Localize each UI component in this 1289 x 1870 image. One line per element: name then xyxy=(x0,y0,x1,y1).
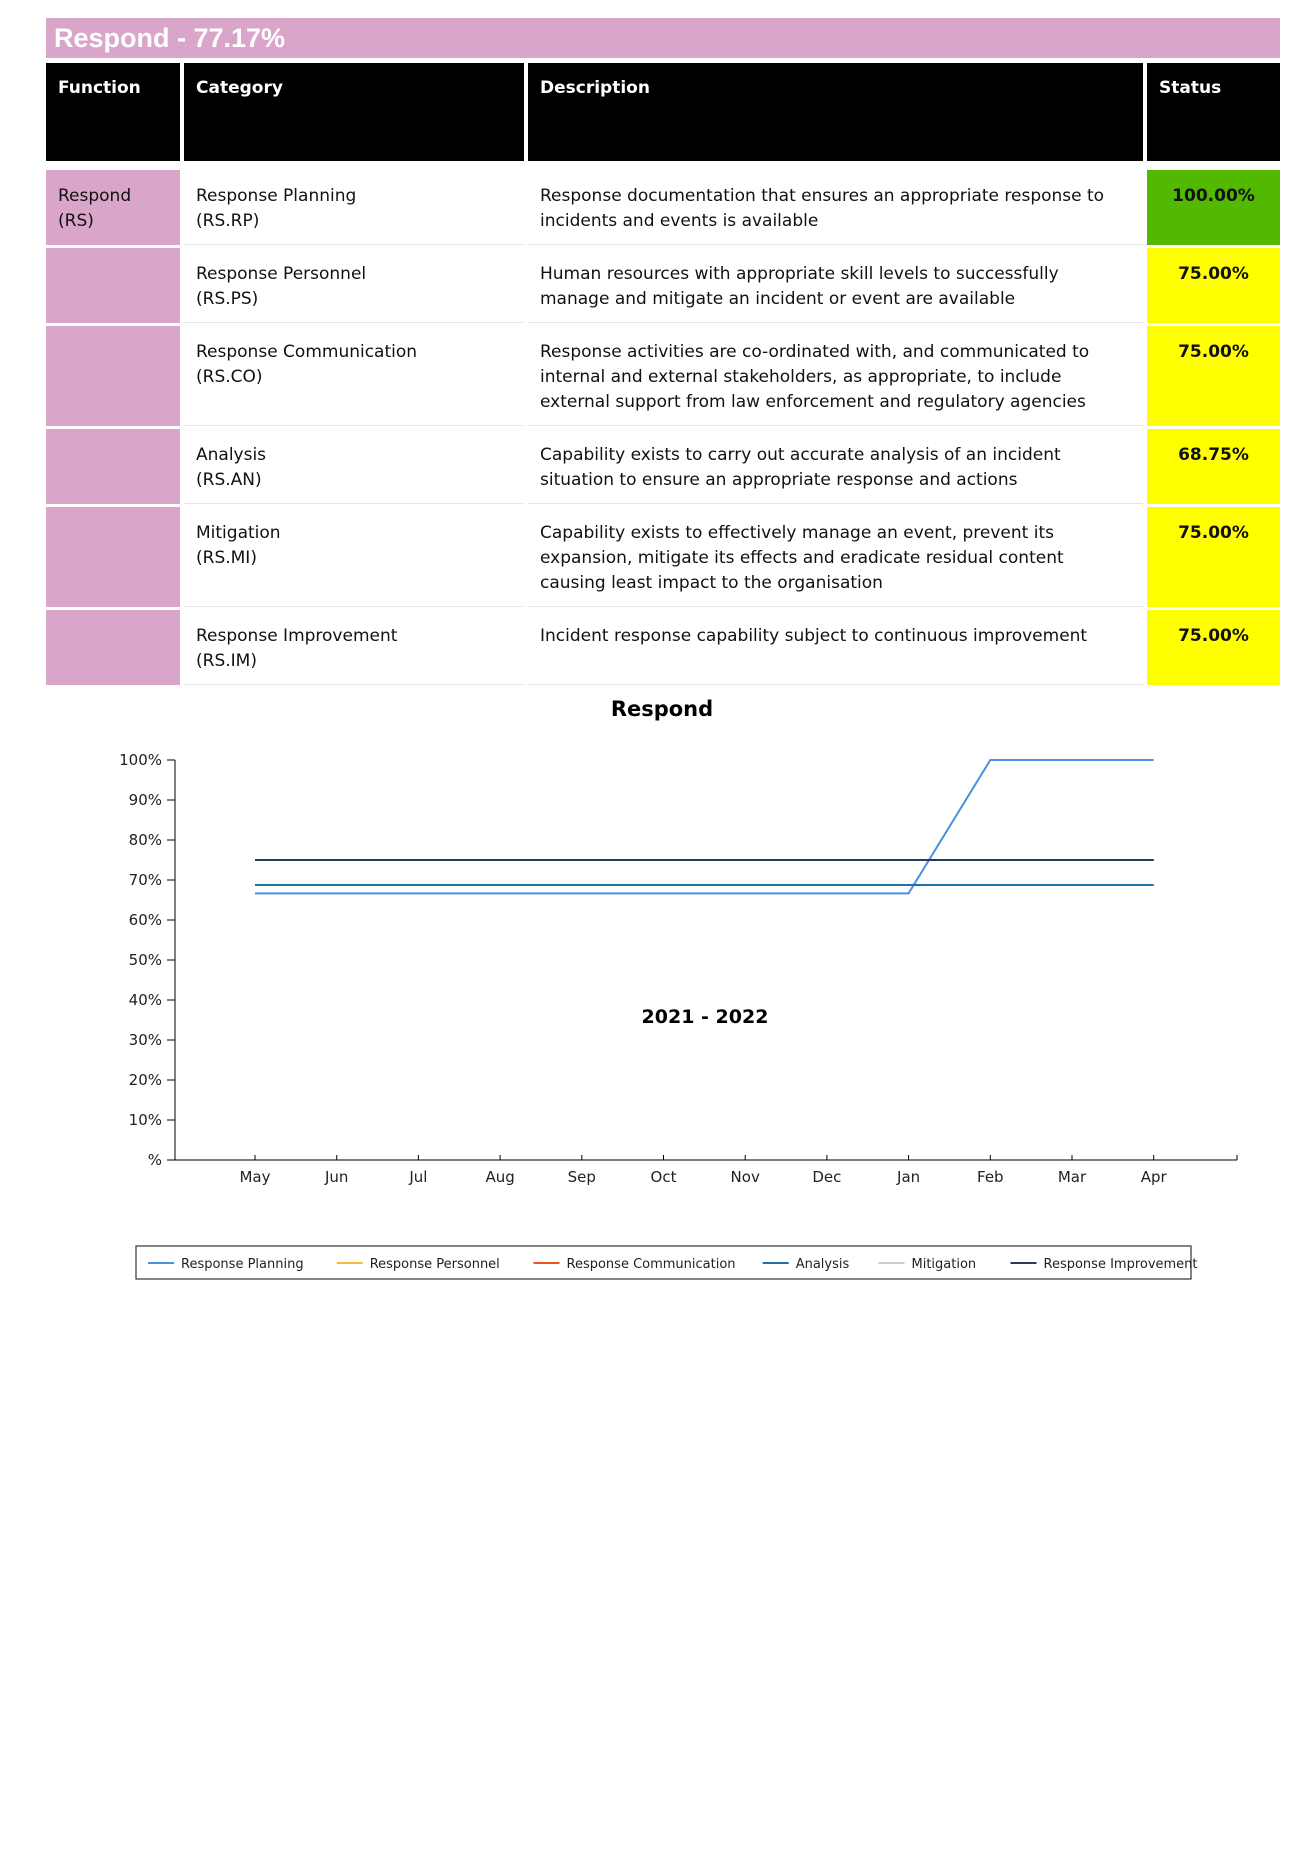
x-tick-label: Apr xyxy=(1141,1168,1168,1186)
legend-label: Response Communication xyxy=(567,1257,736,1272)
category-cell: Response Personnel (RS.PS) xyxy=(184,248,524,323)
legend-label: Analysis xyxy=(796,1257,850,1272)
section-title: Respond - 77.17% xyxy=(46,18,1280,58)
y-tick-label: 80% xyxy=(129,831,162,849)
chart-title: Respond xyxy=(611,697,713,721)
category-cell: Response Communication (RS.CO) xyxy=(184,326,524,426)
x-tick-label: Jul xyxy=(408,1168,427,1186)
legend-label: Response Improvement xyxy=(1044,1257,1198,1272)
category-cell: Analysis (RS.AN) xyxy=(184,429,524,504)
header-gap xyxy=(46,164,1280,167)
legend-label: Response Planning xyxy=(181,1257,304,1272)
y-tick-label: 100% xyxy=(119,751,162,769)
series-lines xyxy=(255,759,1154,895)
description-cell: Response documentation that ensures an a… xyxy=(528,170,1143,245)
x-tick-label: Feb xyxy=(977,1168,1004,1186)
status-cell: 75.00% xyxy=(1147,326,1280,426)
category-cell: Response Improvement (RS.IM) xyxy=(184,610,524,685)
header-category: Category xyxy=(184,63,524,161)
y-tick-label: 70% xyxy=(129,871,162,889)
header-function: Function xyxy=(46,63,180,161)
chart-legend: Response Planning Response Personnel Respo… xyxy=(148,1257,1198,1272)
description-cell: Capability exists to carry out accurate … xyxy=(528,429,1143,504)
y-tick-label: % xyxy=(148,1151,162,1169)
header-description: Description xyxy=(528,63,1143,161)
respond-table: Function Category Description Status Res… xyxy=(46,63,1280,685)
respond-line-chart: Respond % 10% 20% 30% 40% 50% 60% 70% 80% 90% 100%… xyxy=(119,697,1238,1280)
x-tick-label: May xyxy=(239,1168,270,1186)
x-tick-label: Oct xyxy=(651,1168,677,1186)
series-line xyxy=(255,759,1154,895)
x-axis: May Jun Jul Aug Sep Oct Nov Dec Jan Feb Mar Apr xyxy=(175,1155,1238,1186)
y-tick-label: 50% xyxy=(129,951,162,969)
description-cell: Incident response capability subject to … xyxy=(528,610,1143,685)
function-cell xyxy=(46,610,180,685)
x-tick-label: Dec xyxy=(812,1168,841,1186)
x-tick-label: Mar xyxy=(1058,1168,1087,1186)
description-cell: Capability exists to effectively manage … xyxy=(528,507,1143,607)
y-tick-label: 90% xyxy=(129,791,162,809)
function-cell xyxy=(46,248,180,323)
status-cell: 75.00% xyxy=(1147,610,1280,685)
x-tick-label: Jan xyxy=(896,1168,920,1186)
category-cell: Mitigation (RS.MI) xyxy=(184,507,524,607)
y-axis: % 10% 20% 30% 40% 50% 60% 70% 80% 90% 100% xyxy=(119,751,176,1169)
description-cell: Response activities are co-ordinated wit… xyxy=(528,326,1143,426)
status-cell: 75.00% xyxy=(1147,507,1280,607)
y-tick-label: 60% xyxy=(129,911,162,929)
y-tick-label: 20% xyxy=(129,1071,162,1089)
function-cell xyxy=(46,326,180,426)
category-cell: Response Planning (RS.RP) xyxy=(184,170,524,245)
y-tick-label: 30% xyxy=(129,1031,162,1049)
y-tick-label: 40% xyxy=(129,991,162,1009)
x-axis-label: 2021 - 2022 xyxy=(642,1006,769,1028)
status-cell: 75.00% xyxy=(1147,248,1280,323)
legend-label: Mitigation xyxy=(912,1257,977,1272)
description-cell: Human resources with appropriate skill l… xyxy=(528,248,1143,323)
status-cell: 68.75% xyxy=(1147,429,1280,504)
x-tick-label: Nov xyxy=(731,1168,760,1186)
function-cell xyxy=(46,429,180,504)
function-cell: Respond (RS) xyxy=(46,170,180,245)
header-status: Status xyxy=(1147,63,1280,161)
status-cell: 100.00% xyxy=(1147,170,1280,245)
x-tick-label: Aug xyxy=(485,1168,514,1186)
legend-label: Response Personnel xyxy=(370,1257,500,1272)
x-tick-label: Sep xyxy=(568,1168,596,1186)
y-tick-label: 10% xyxy=(129,1111,162,1129)
x-tick-label: Jun xyxy=(324,1168,348,1186)
function-cell xyxy=(46,507,180,607)
